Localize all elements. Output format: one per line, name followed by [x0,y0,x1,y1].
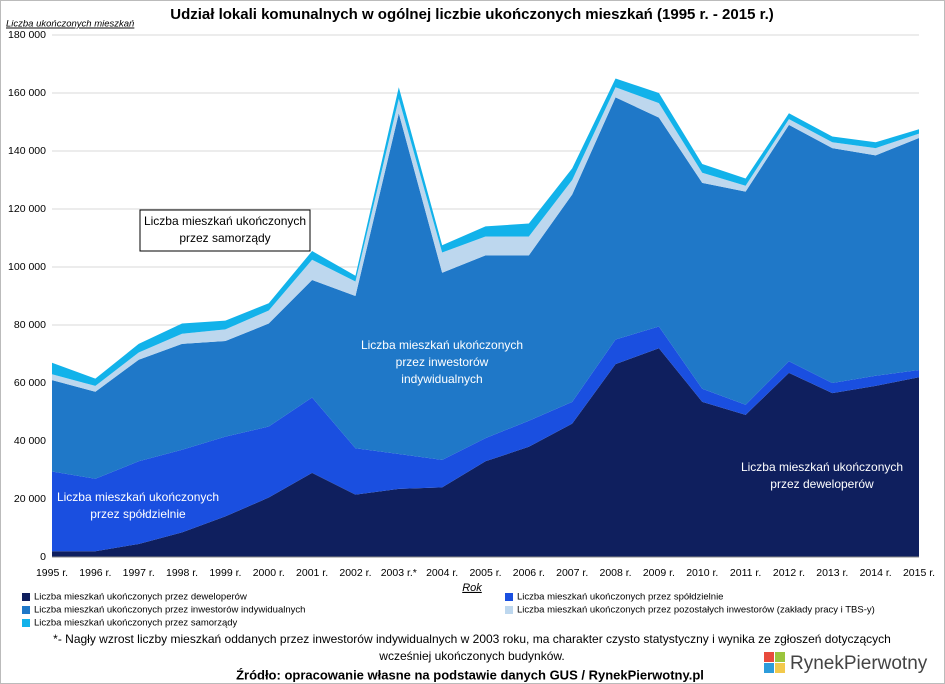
source: Źródło: opracowanie własne na podstawie … [236,667,704,682]
x-tick-label: 2009 r. [643,567,675,579]
y-tick-label: 40 000 [14,435,46,447]
logo-icon [764,652,785,673]
legend-swatch [22,606,30,614]
legend-label: Liczba mieszkań ukończonych przez spółdz… [517,592,723,603]
annotation-box [139,209,311,252]
x-tick-label: 2008 r. [599,567,631,579]
x-axis-label: Rok [462,582,482,594]
legend-swatch [505,593,513,601]
legend-swatch [22,619,30,627]
annotation: przez samorządy [179,231,270,245]
y-tick-label: 180 000 [8,29,46,41]
area [52,97,919,479]
area [52,326,919,552]
x-tick-label: 1998 r. [166,567,198,579]
area [52,348,919,557]
annotation: Liczba mieszkań ukończonych [741,460,903,474]
x-tick-label: 2005 r. [469,567,501,579]
x-tick-label: 1995 r. [36,567,68,579]
x-tick-label: 2004 r. [426,567,458,579]
y-tick-label: 120 000 [8,203,46,215]
y-tick-label: 140 000 [8,145,46,157]
x-tick-label: 1996 r. [79,567,111,579]
y-axis-label: Liczba ukończonych mieszkań [6,19,134,30]
annotation: przez spółdzielnie [90,507,186,521]
y-tick-label: 60 000 [14,377,46,389]
y-tick-label: 0 [40,551,46,563]
legend-label: Liczba mieszkań ukończonych przez dewelo… [34,592,247,603]
chart-title: Udział lokali komunalnych w ogólnej licz… [170,6,774,23]
x-tick-label: 2003 r.* [381,567,417,579]
note: *- Nagły wzrost liczby mieszkań oddanych… [53,632,891,646]
area [52,78,919,386]
legend-label: Liczba mieszkań ukończonych przez samorz… [34,618,238,629]
x-tick-label: 2010 r. [686,567,718,579]
annotation: Liczba mieszkań ukończonych [57,490,219,504]
annotation: przez inwestorów [396,355,489,369]
logo: RynekPierwotny [790,653,928,674]
x-tick-label: 2002 r. [339,567,371,579]
y-tick-label: 100 000 [8,261,46,273]
x-tick-label: 2011 r. [730,567,761,579]
annotation: indywidualnych [401,372,482,386]
legend-swatch [505,606,513,614]
x-tick-label: 2001 r. [296,567,328,579]
legend-swatch [22,593,30,601]
x-tick-label: 2014 r. [860,567,892,579]
annotation: przez deweloperów [770,477,874,491]
y-tick-label: 160 000 [8,87,46,99]
x-tick-label: 2000 r. [253,567,285,579]
x-tick-label: 2013 r. [816,567,848,579]
x-tick-label: 2007 r. [556,567,588,579]
x-tick-label: 1997 r. [123,567,155,579]
y-tick-label: 80 000 [14,319,46,331]
y-tick-label: 20 000 [14,493,46,505]
x-tick-label: 1999 r. [209,567,241,579]
x-tick-label: 2012 r. [773,567,805,579]
annotation: Liczba mieszkań ukończonych [361,338,523,352]
note: wcześniej ukończonych budynków. [378,649,564,663]
legend-label: Liczba mieszkań ukończonych przez inwest… [34,605,305,616]
legend-label: Liczba mieszkań ukończonych przez pozost… [517,605,875,616]
x-tick-label: 2015 r. [903,567,935,579]
area [52,87,919,392]
annotation: Liczba mieszkań ukończonych [144,214,306,228]
x-tick-label: 2006 r. [513,567,545,579]
